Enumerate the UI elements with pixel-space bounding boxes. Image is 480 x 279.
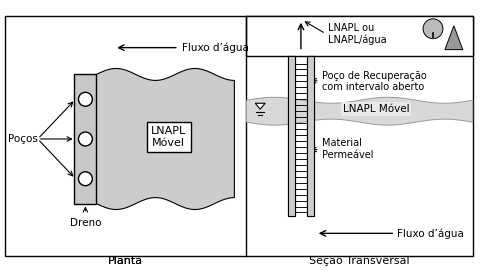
Bar — [288, 56, 294, 217]
Polygon shape — [255, 103, 264, 109]
Bar — [246, 16, 472, 56]
Polygon shape — [96, 69, 234, 210]
Text: Planta: Planta — [108, 256, 143, 266]
Circle shape — [422, 19, 442, 39]
Polygon shape — [444, 26, 462, 50]
Circle shape — [78, 92, 92, 106]
Bar — [5, 16, 472, 256]
Bar — [306, 56, 313, 217]
Text: Dreno: Dreno — [70, 218, 101, 229]
Text: Fluxo d’água: Fluxo d’água — [181, 42, 248, 53]
Circle shape — [78, 132, 92, 146]
Text: Material
Permeável: Material Permeável — [321, 138, 372, 160]
Text: Planta: Planta — [108, 256, 143, 266]
Text: Seção Transversal: Seção Transversal — [309, 256, 409, 266]
Text: Poços: Poços — [8, 134, 38, 144]
Text: Fluxo d’água: Fluxo d’água — [396, 228, 463, 239]
Polygon shape — [246, 97, 472, 125]
Bar — [74, 74, 96, 204]
Bar — [288, 56, 294, 217]
Text: LNAPL ou
LNAPL/água: LNAPL ou LNAPL/água — [327, 23, 385, 45]
Circle shape — [78, 172, 92, 186]
Text: Poço de Recuperação
com intervalo aberto: Poço de Recuperação com intervalo aberto — [321, 71, 426, 92]
Text: LNAPL Móvel: LNAPL Móvel — [342, 104, 408, 114]
Bar — [306, 56, 313, 217]
Text: LNAPL
Móvel: LNAPL Móvel — [151, 126, 186, 148]
